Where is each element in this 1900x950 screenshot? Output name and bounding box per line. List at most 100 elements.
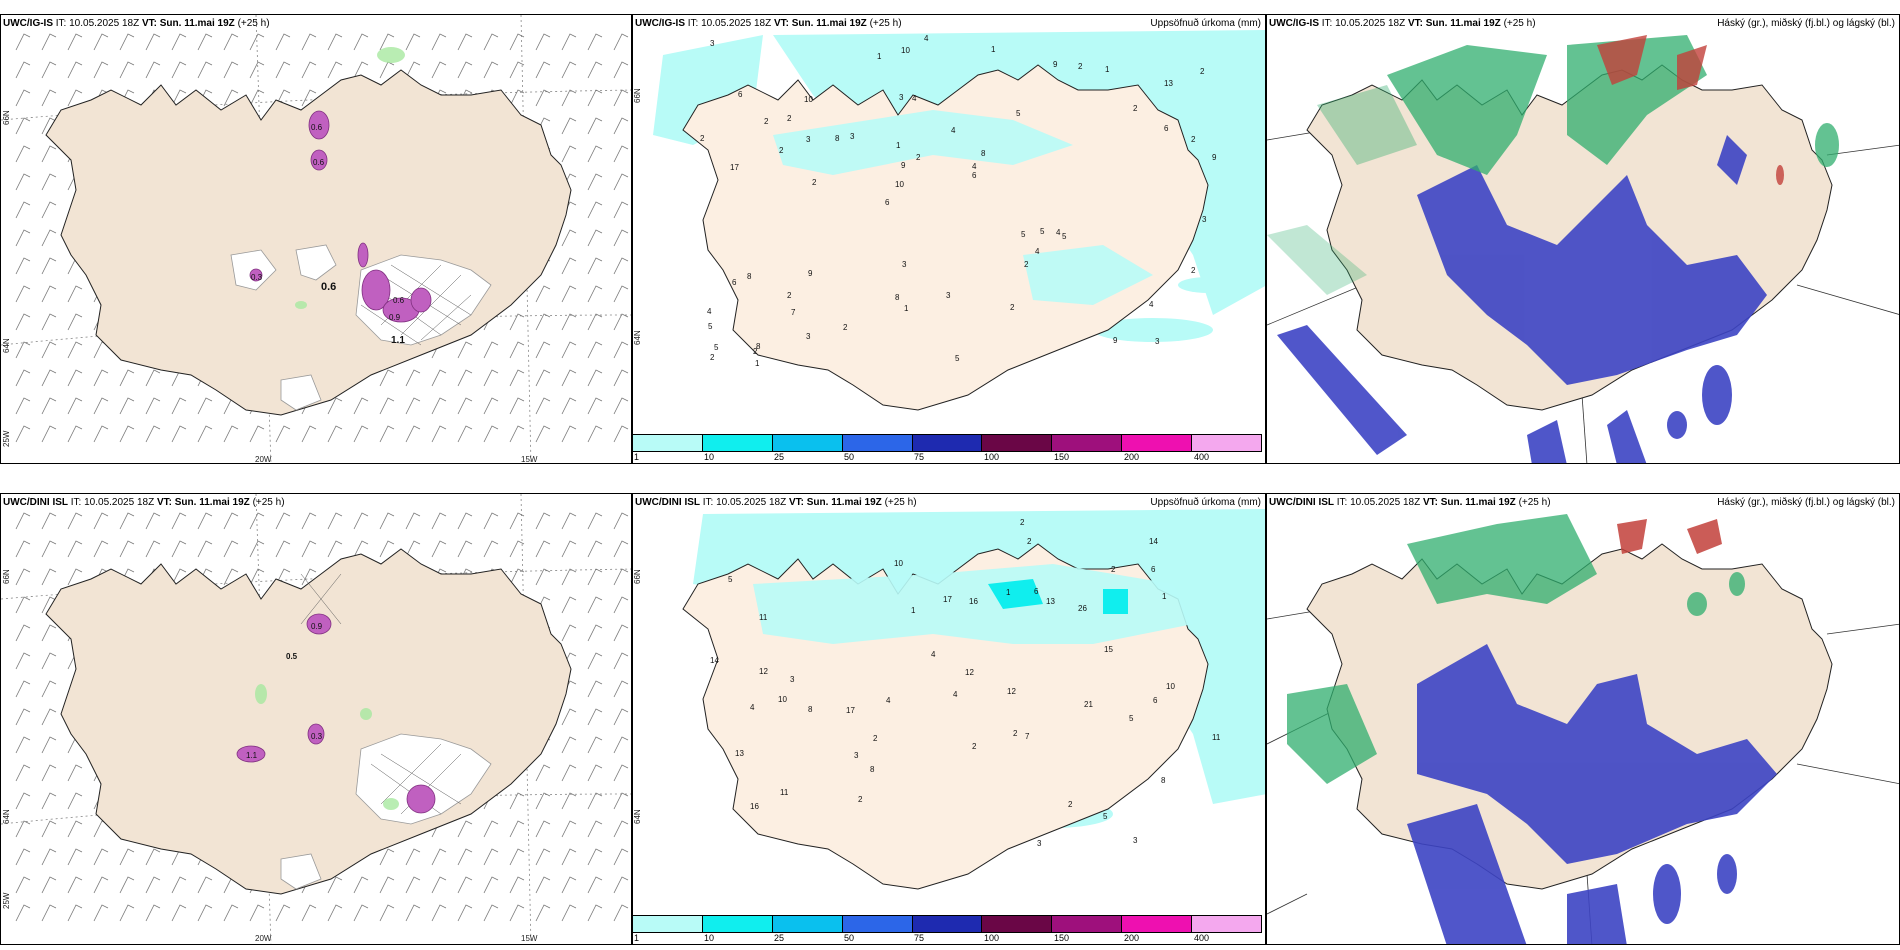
colorbar-label: 200 [1124, 452, 1140, 462]
precip-value: 10 [778, 695, 787, 704]
wind-barb [249, 904, 265, 922]
wind-barb [197, 512, 213, 530]
colorbar-label: 75 [914, 933, 925, 943]
precip-value: 11 [780, 788, 789, 797]
wind-barb [301, 61, 317, 79]
precip-value: 8 [981, 149, 986, 158]
wind-barb [587, 201, 603, 219]
panel-header: UWC/DINI ISL IT: 10.05.2025 18Z VT: Sun.… [3, 497, 285, 508]
precip-value: 13 [1046, 597, 1055, 606]
wind-barb [483, 904, 499, 922]
precip-value: 26 [1078, 604, 1087, 613]
colorbar-swatch [1192, 435, 1262, 451]
wind-barb [561, 313, 577, 331]
cloud-map [1267, 35, 1899, 463]
precip-value: 2 [972, 742, 977, 751]
wind-barb [535, 61, 551, 79]
precip-value: 9 [1113, 336, 1118, 345]
wind-barb [587, 736, 603, 754]
wind-barb [457, 61, 473, 79]
wind-barb [15, 904, 31, 922]
precip-value: 3 [806, 332, 811, 341]
wind-barb [249, 61, 265, 79]
wind-barb [587, 313, 603, 331]
wind-barb [587, 820, 603, 838]
wind-barb [41, 89, 57, 107]
wind-barb [15, 540, 31, 558]
wind-barb [41, 369, 57, 387]
wind-barb [67, 425, 83, 443]
wind-barb [119, 848, 135, 866]
wind-barb [15, 313, 31, 331]
wind-barb [561, 596, 577, 614]
precip-value: 3 [850, 132, 855, 141]
wind-barb [223, 425, 239, 443]
wind-barb [431, 61, 447, 79]
svg-text:1.1: 1.1 [391, 335, 405, 346]
precip-value: 2 [1111, 565, 1116, 574]
wind-barb [613, 89, 629, 107]
precip-value: 2 [1068, 800, 1073, 809]
wind-barb [353, 397, 369, 415]
precip-value: 3 [710, 39, 715, 48]
precip-value: 8 [808, 705, 813, 714]
wind-barb [561, 568, 577, 586]
precip-value: 4 [972, 162, 977, 171]
wind-barb [561, 229, 577, 247]
wind-barb [171, 568, 187, 586]
colorbar-label: 150 [1054, 452, 1070, 462]
colorbar-swatch [633, 435, 703, 451]
precip-value: 2 [710, 353, 715, 362]
wind-barb [587, 341, 603, 359]
wind-barb [535, 904, 551, 922]
wind-barb [171, 89, 187, 107]
precip-value: 5 [1021, 230, 1026, 239]
svg-text:0.3: 0.3 [251, 273, 263, 282]
wind-barb [15, 876, 31, 894]
lat-label: 66N [633, 569, 642, 584]
wind-barb [353, 540, 369, 558]
wind-barb [535, 764, 551, 782]
precip-value: 12 [965, 668, 974, 677]
wind-barb [431, 397, 447, 415]
wind-barb [535, 369, 551, 387]
wind-barb [379, 876, 395, 894]
precip-value: 17 [943, 595, 952, 604]
wind-barb [15, 624, 31, 642]
precip-value: 1 [755, 359, 760, 368]
panel-title: Háský (gr.), miðský (fj.bl.) og lágský (… [1717, 18, 1895, 29]
wind-barb [613, 201, 629, 219]
precip-value: 5 [1062, 232, 1067, 241]
ice-hatch [300, 573, 462, 815]
wind-barb [275, 61, 291, 79]
precip-value: 2 [1078, 62, 1083, 71]
precip-value: 5 [728, 575, 733, 584]
wind-barb [405, 397, 421, 415]
precip-value: 8 [756, 342, 761, 351]
wind-barb [145, 397, 161, 415]
precip-value: 16 [969, 597, 978, 606]
wind-barb [15, 652, 31, 670]
wind-barb [41, 540, 57, 558]
precip-value: 4 [1149, 300, 1154, 309]
panel-title: Háský (gr.), miðský (fj.bl.) og lágský (… [1717, 497, 1895, 508]
wind-barb [67, 568, 83, 586]
precip-value: 4 [750, 703, 755, 712]
precip-panel-top: UWC/IG-IS IT: 10.05.2025 18Z VT: Sun. 11… [632, 14, 1266, 464]
wind-barb [509, 61, 525, 79]
wind-barb [171, 540, 187, 558]
precip-value: 4 [953, 690, 958, 699]
panel-header: UWC/DINI ISL IT: 10.05.2025 18Z VT: Sun.… [635, 497, 917, 508]
precip-value: 1 [911, 606, 916, 615]
svg-text:0.9: 0.9 [389, 313, 401, 322]
wind-barb [15, 680, 31, 698]
wind-barb [613, 61, 629, 79]
panel-title: Uppsöfnuð úrkoma (mm) [1150, 18, 1261, 29]
precip-colorbar-bottom [632, 915, 1262, 933]
precip-over-land [1023, 245, 1153, 305]
precip-map: 3171365834835748561095610891099944582232… [653, 30, 1265, 411]
colorbar-label: 50 [844, 933, 855, 943]
wind-barb [613, 117, 629, 135]
precip-value: 4 [886, 696, 891, 705]
